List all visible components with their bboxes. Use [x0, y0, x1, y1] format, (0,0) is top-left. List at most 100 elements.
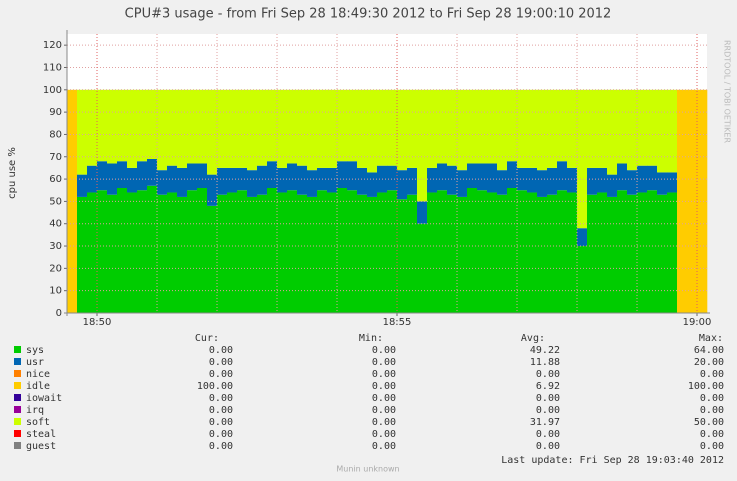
area-segment: [597, 192, 608, 313]
legend-value: 0.00: [209, 441, 233, 452]
legend-swatch: [14, 346, 21, 353]
area-segment: [197, 89, 208, 164]
y-tick-label: 120: [43, 40, 62, 51]
legend-value: 0.00: [536, 369, 560, 380]
area-segment: [177, 196, 188, 313]
area-segment: [127, 167, 138, 193]
area-segment: [437, 190, 448, 313]
area-segment: [477, 163, 488, 191]
area-segment: [297, 89, 308, 166]
y-tick-label: 40: [49, 219, 62, 230]
area-segment: [457, 196, 468, 313]
area-segment: [277, 192, 288, 313]
area-segment: [307, 170, 318, 197]
area-segment: [77, 89, 88, 175]
legend-label: sys: [26, 345, 44, 356]
area-segment: [537, 196, 548, 313]
area-segment: [517, 89, 528, 168]
area-segment: [497, 170, 508, 195]
legend-label: guest: [26, 441, 56, 452]
area-segment: [277, 89, 288, 168]
legend-value: 100.00: [688, 381, 724, 392]
legend-value: 0.00: [372, 345, 396, 356]
area-segment: [407, 89, 418, 168]
area-segment: [467, 163, 478, 189]
area-segment: [527, 192, 538, 313]
legend-label: idle: [26, 381, 50, 392]
area-segment: [247, 89, 258, 171]
area-segment: [287, 190, 298, 313]
area-segment: [177, 89, 188, 168]
area-segment: [357, 194, 368, 313]
area-segment: [367, 172, 378, 197]
area-segment: [157, 194, 168, 313]
area-segment: [397, 199, 408, 313]
area-segment: [447, 165, 458, 195]
legend-value: 0.00: [209, 405, 233, 416]
area-segment: [367, 196, 378, 313]
area-segment: [627, 194, 638, 313]
area-segment: [627, 170, 638, 195]
area-segment: [487, 192, 498, 313]
area-segment: [327, 167, 338, 193]
area-segment: [237, 89, 248, 168]
legend-value: 0.00: [700, 429, 724, 440]
area-segment: [507, 89, 518, 162]
legend-header: Max:: [699, 333, 723, 344]
area-segment: [377, 89, 388, 166]
legend-value: 49.22: [530, 345, 560, 356]
area-segment: [607, 89, 618, 175]
legend-header: Avg:: [521, 333, 545, 344]
area-segment: [327, 192, 338, 313]
area-segment: [337, 89, 348, 162]
legend-value: 0.00: [372, 441, 396, 452]
legend-value: 0.00: [209, 357, 233, 368]
area-segment: [257, 194, 268, 313]
area-segment: [437, 163, 448, 191]
area-segment: [407, 167, 418, 195]
area-segment: [97, 190, 108, 313]
legend-value: 0.00: [372, 405, 396, 416]
legend-value: 0.00: [209, 345, 233, 356]
area-segment: [87, 192, 98, 313]
y-tick-label: 30: [49, 241, 62, 252]
area-segment: [587, 167, 598, 195]
area-segment: [637, 192, 648, 313]
legend-value: 0.00: [700, 369, 724, 380]
area-segment: [667, 89, 678, 173]
footer: Munin unknown: [336, 465, 399, 474]
area-segment: [497, 194, 508, 313]
legend-header: Cur:: [195, 333, 219, 344]
chart-title: CPU#3 usage - from Fri Sep 28 18:49:30 2…: [125, 7, 612, 22]
area-segment: [507, 161, 518, 189]
area-segment: [217, 194, 228, 313]
area-segment: [637, 89, 648, 166]
area-segment: [557, 161, 568, 191]
legend-header: Min:: [359, 333, 383, 344]
y-axis-label: cpu use %: [7, 147, 18, 199]
y-tick-label: 100: [43, 85, 62, 96]
area-segment: [657, 194, 668, 313]
legend-value: 100.00: [197, 381, 233, 392]
area-segment: [567, 89, 578, 168]
area-segment: [577, 89, 588, 229]
area-segment: [587, 89, 598, 168]
x-tick-label: 18:55: [383, 317, 412, 328]
x-tick-label: 18:50: [83, 317, 112, 328]
area-segment: [487, 89, 498, 164]
legend-value: 0.00: [372, 369, 396, 380]
area-segment: [117, 89, 128, 162]
y-tick-label: 20: [49, 263, 62, 274]
area-segment: [147, 185, 158, 313]
area-segment: [637, 165, 648, 193]
legend-value: 0.00: [209, 369, 233, 380]
area-segment: [667, 172, 678, 193]
area-segment: [647, 89, 658, 166]
area-segment: [597, 167, 608, 193]
area-segment: [487, 163, 498, 193]
area-segment: [447, 89, 458, 166]
legend-swatch: [14, 394, 21, 401]
area-segment: [287, 163, 298, 191]
area-segment: [387, 89, 398, 166]
